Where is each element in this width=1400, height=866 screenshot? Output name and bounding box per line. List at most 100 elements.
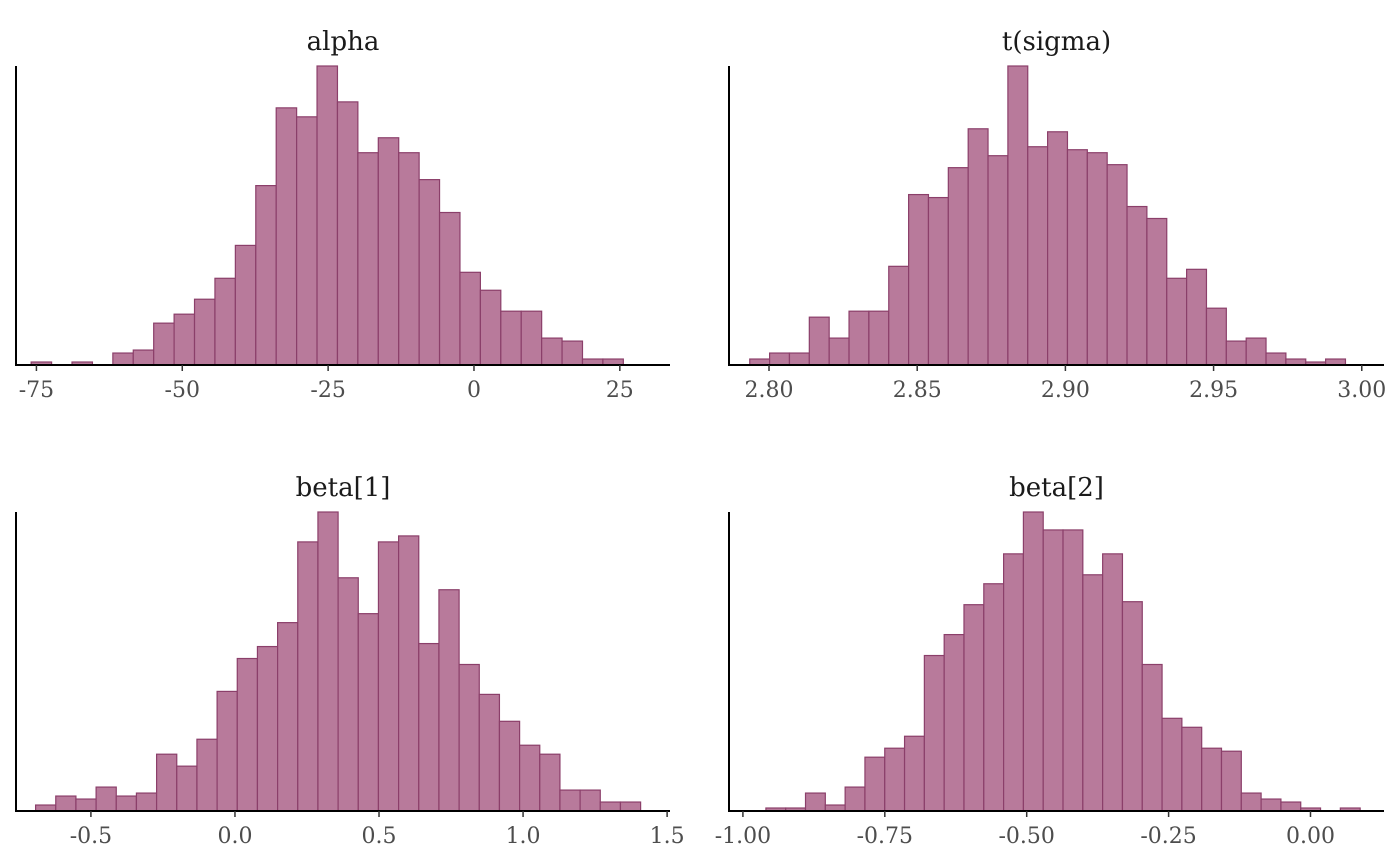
histogram-bar <box>1126 205 1148 366</box>
histogram-bar <box>438 211 461 366</box>
histogram-bar <box>864 756 886 812</box>
histogram-bar <box>418 642 440 812</box>
histogram-bar <box>193 298 216 366</box>
histogram-bar <box>255 185 277 366</box>
histogram-bar <box>1121 601 1143 812</box>
panel-title: alpha <box>307 27 380 57</box>
histogram-bar <box>1201 747 1223 812</box>
histogram-bar <box>55 795 77 812</box>
histogram-bar <box>214 277 236 366</box>
histogram-bar <box>804 792 826 812</box>
histogram-bar <box>1106 164 1128 366</box>
histogram-bar <box>1042 529 1064 812</box>
histogram-bar <box>75 798 97 812</box>
panel-title: t(sigma) <box>1002 27 1111 57</box>
histogram-bar <box>579 789 601 812</box>
histogram-bar <box>317 511 339 812</box>
histogram-bar <box>297 541 319 812</box>
histogram-bar <box>135 792 158 812</box>
histogram-bar <box>316 65 339 366</box>
histogram-bars <box>34 511 642 812</box>
histogram-bar <box>1260 798 1282 812</box>
histogram-bar <box>155 753 178 812</box>
histogram-bar <box>1186 268 1208 366</box>
histogram-bar <box>963 604 985 812</box>
x-tick-label: 0.0 <box>217 824 252 849</box>
histogram-bar <box>115 795 138 812</box>
x-tick-label: 2.90 <box>1041 378 1090 403</box>
histogram-bar <box>943 633 965 812</box>
x-tick-label: -0.25 <box>1140 824 1196 849</box>
histogram-bar <box>1102 553 1124 812</box>
histogram-bar <box>216 690 238 812</box>
histogram-bar <box>1146 217 1168 366</box>
histogram-bar <box>478 693 501 812</box>
x-tick-label: 25 <box>606 378 634 403</box>
histogram-bar <box>848 310 870 366</box>
histogram-bar <box>1245 337 1267 366</box>
histogram-bars <box>30 65 624 366</box>
histogram-bar <box>808 316 830 366</box>
histogram-bar <box>438 589 460 812</box>
histogram-bar <box>377 541 400 812</box>
histogram-bar <box>173 313 196 366</box>
x-tick-label: -75 <box>19 378 54 403</box>
histogram-bar <box>599 801 622 812</box>
histogram-bar <box>1007 65 1029 366</box>
histogram-bar <box>983 583 1005 812</box>
histogram-bar <box>256 645 279 812</box>
x-tick-label: -1.00 <box>715 824 771 849</box>
histogram-bar <box>336 101 359 366</box>
histogram-bar <box>398 535 420 812</box>
histogram-bar <box>520 310 543 366</box>
histogram-bar <box>559 789 581 812</box>
histogram-bar <box>788 352 810 366</box>
histogram-bar <box>112 352 134 366</box>
histogram-bar <box>196 738 218 812</box>
histogram-bar <box>1181 726 1203 812</box>
histogram-bar <box>1141 663 1163 812</box>
x-tick-label: 2.80 <box>745 378 794 403</box>
histogram-bar <box>459 271 481 366</box>
histogram-bar <box>541 337 563 366</box>
x-tick-label: 2.85 <box>893 378 942 403</box>
x-tick-label: 0.00 <box>1286 824 1335 849</box>
panel-title: beta[1] <box>296 473 391 503</box>
x-axis-ticks: -0.5 0.0 0.5 1.0 1.5 <box>70 811 685 849</box>
histogram-bars <box>765 511 1361 812</box>
histogram-bar <box>947 167 969 366</box>
histogram-bar <box>132 349 155 366</box>
histogram-bar <box>1220 750 1242 812</box>
histogram-bar <box>398 152 420 366</box>
histogram-bar <box>1082 574 1104 812</box>
x-axis-ticks: 2.80 2.85 2.90 2.95 3.00 <box>745 365 1386 403</box>
histogram-bar <box>1240 792 1262 812</box>
histogram-bar <box>1225 340 1247 366</box>
panel-alpha: alpha -75 -50 -25 0 25 <box>15 27 670 403</box>
x-tick-label: -0.50 <box>998 824 1054 849</box>
x-axis-ticks: -1.00 -0.75 -0.50 -0.25 0.00 <box>715 811 1335 849</box>
histogram-bar <box>1062 529 1084 812</box>
histogram-bar <box>500 310 522 366</box>
x-tick-label: 2.95 <box>1189 378 1238 403</box>
histogram-bar <box>884 747 906 812</box>
histogram-bar <box>1161 717 1183 812</box>
histogram-bar <box>357 152 379 366</box>
histogram-bar <box>561 340 584 366</box>
histogram-bar <box>619 801 642 812</box>
x-axis-ticks: -75 -50 -25 0 25 <box>19 365 634 403</box>
histogram-bar <box>176 765 198 812</box>
histogram-bar <box>337 577 359 812</box>
histogram-bar <box>1022 511 1044 812</box>
panel-title: beta[2] <box>1009 473 1104 503</box>
histogram-bar <box>844 786 866 812</box>
histogram-bar <box>1265 352 1287 366</box>
panel-beta-2: beta[2] -1.00 -0.75 -0.50 -0.25 0.00 <box>715 473 1384 849</box>
histogram-bar <box>1003 553 1025 812</box>
histogram-bar <box>1066 149 1088 366</box>
histogram-bar <box>1280 801 1302 812</box>
histogram-bars <box>749 65 1347 366</box>
histogram-bar <box>1205 307 1227 366</box>
histogram-bar <box>868 310 890 366</box>
